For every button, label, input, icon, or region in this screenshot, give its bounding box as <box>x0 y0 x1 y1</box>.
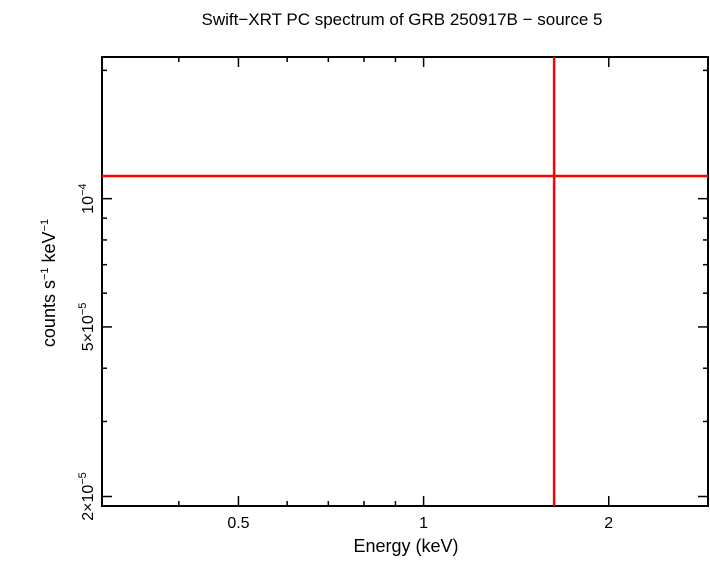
y-axis-label: counts s−1 keV−1 <box>39 219 59 347</box>
y-tick-label: 2×10−5 <box>77 472 97 521</box>
tick-marks <box>101 57 708 506</box>
x-tick-label: 1 <box>419 515 428 532</box>
tick-labels: 0.5 1 2 2×10−5 5×10−5 10−4 <box>77 183 613 532</box>
x-axis-label: Energy (keV) <box>353 536 458 556</box>
data-marks <box>102 57 708 506</box>
y-tick-label: 10−4 <box>77 183 97 213</box>
x-tick-label: 0.5 <box>227 515 249 532</box>
plot-frame <box>101 56 709 507</box>
y-tick-label: 5×10−5 <box>77 303 97 352</box>
chart-title: Swift−XRT PC spectrum of GRB 250917B − s… <box>202 10 603 29</box>
x-tick-label: 2 <box>604 515 613 532</box>
